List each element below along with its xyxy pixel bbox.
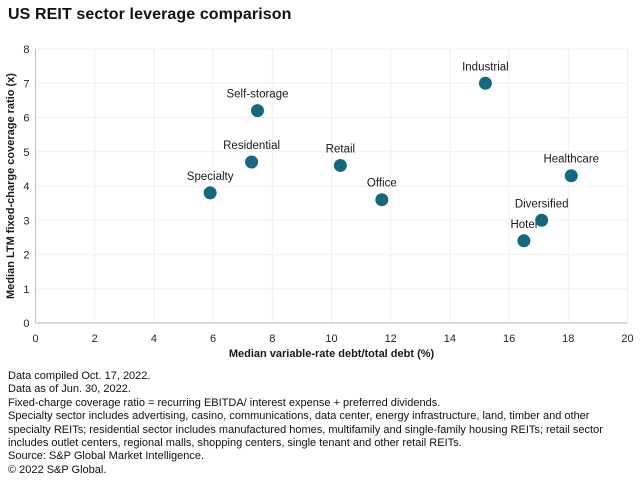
data-point-healthcare (564, 169, 578, 183)
data-point-specialty (203, 186, 217, 200)
data-point-label: Specialty (187, 171, 234, 183)
data-point-retail (333, 158, 347, 172)
x-tick-label: 2 (92, 333, 98, 345)
data-point-industrial (478, 76, 492, 90)
data-point-label: Self-storage (226, 89, 288, 101)
x-tick-label: 16 (503, 333, 515, 345)
y-tick-label: 3 (23, 215, 29, 227)
x-tick-label: 8 (269, 333, 275, 345)
y-tick-label: 1 (23, 284, 29, 296)
x-tick-label: 0 (32, 333, 38, 345)
y-tick-label: 0 (23, 318, 29, 330)
data-point-label: Diversified (515, 198, 569, 210)
y-tick-label: 2 (23, 250, 29, 262)
x-tick-label: 10 (325, 333, 337, 345)
data-point-diversified (535, 213, 549, 227)
x-tick-label: 6 (210, 333, 216, 345)
y-axis-title: Median LTM fixed-charge coverage ratio (… (5, 73, 17, 299)
x-tick-label: 14 (444, 333, 456, 345)
footnote-source: Source: S&P Global Market Intelligence. (8, 450, 205, 463)
footnote-data-as-of: Data as of Jun. 30, 2022. (8, 383, 131, 396)
chart-footnotes: Data compiled Oct. 17, 2022. Data as of … (8, 370, 632, 477)
data-point-label: Office (367, 178, 397, 190)
data-point-label: Healthcare (543, 154, 599, 166)
y-tick-label: 6 (23, 113, 29, 125)
x-tick-label: 12 (385, 333, 397, 345)
footnote-sector-definitions: Specialty sector includes advertising, c… (8, 410, 603, 450)
chart-title: US REIT sector leverage comparison (8, 6, 292, 23)
x-tick-label: 20 (621, 333, 633, 345)
y-tick-label: 5 (23, 147, 29, 159)
data-point-label: Residential (223, 140, 280, 152)
x-tick-label: 18 (562, 333, 574, 345)
data-point-self-storage (251, 104, 264, 118)
data-point-office (375, 193, 389, 207)
footnote-data-compiled: Data compiled Oct. 17, 2022. (8, 370, 151, 382)
footnote-copyright: © 2022 S&P Global. (8, 463, 107, 476)
y-tick-label: 8 (23, 44, 29, 56)
x-axis-title: Median variable-rate debt/total debt (%) (229, 348, 435, 360)
data-point-residential (245, 155, 259, 169)
y-tick-label: 7 (23, 78, 29, 90)
x-tick-label: 4 (151, 333, 157, 345)
data-point-label: Hotel (510, 219, 537, 231)
y-tick-label: 4 (23, 181, 29, 193)
data-point-hotel (517, 234, 531, 248)
footnote-ratio-definition: Fixed-charge coverage ratio = recurring … (8, 396, 441, 409)
data-point-label: Industrial (462, 61, 509, 73)
data-point-label: Retail (326, 143, 355, 155)
